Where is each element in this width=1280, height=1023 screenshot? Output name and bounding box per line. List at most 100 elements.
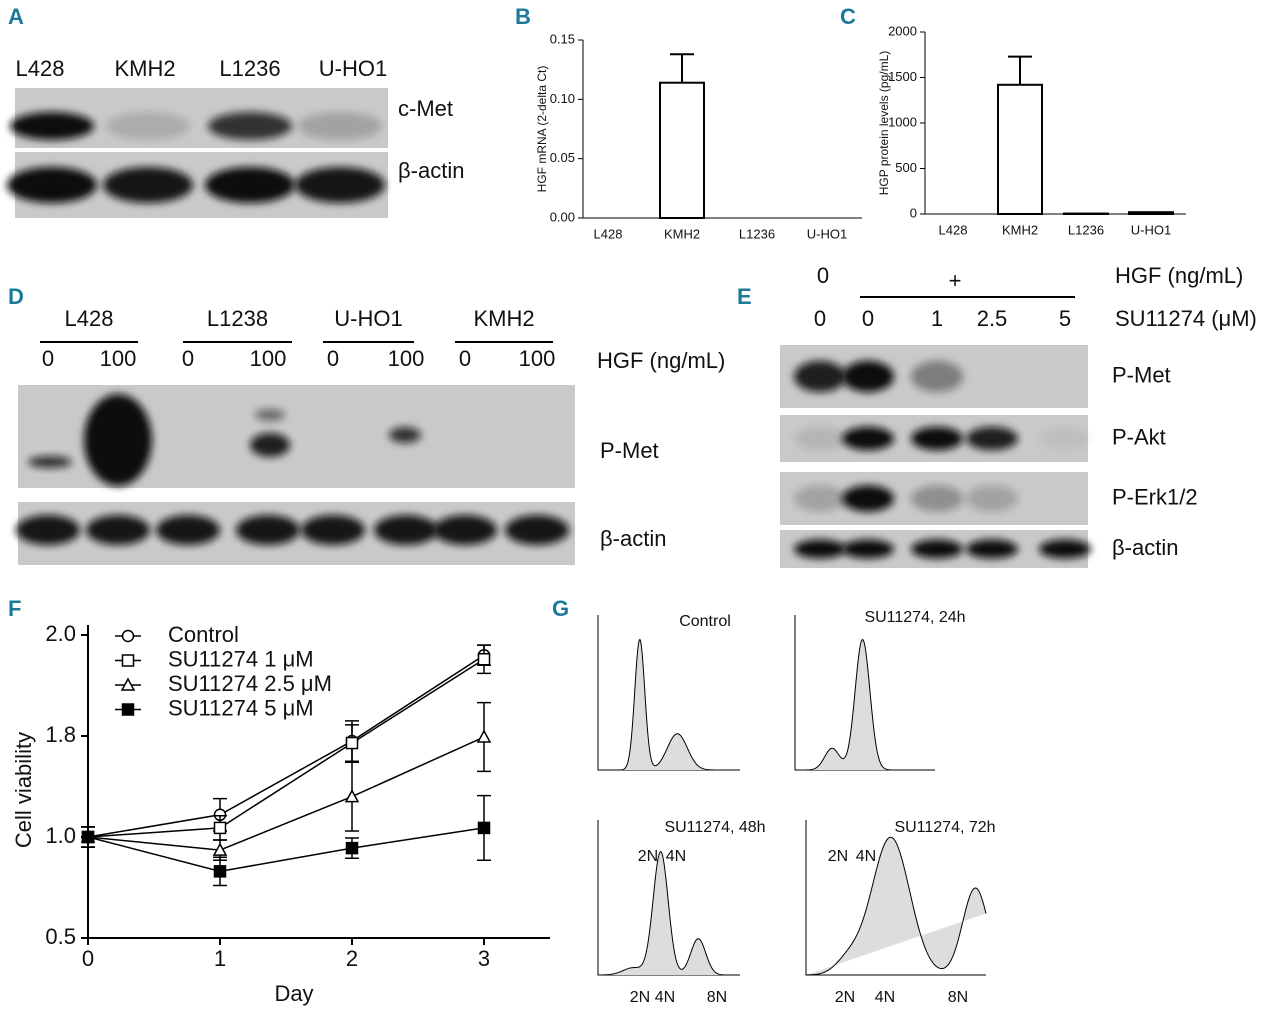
y-tick-label: 0	[910, 205, 917, 220]
panel-label: B	[515, 4, 531, 29]
band	[374, 515, 438, 545]
y-tick-label: 1.0	[45, 823, 76, 848]
band	[794, 485, 846, 512]
bar	[998, 85, 1042, 214]
row-label: P-Met	[600, 438, 659, 463]
x-tick-label: U-HO1	[1131, 222, 1171, 237]
legend-label: Control	[168, 622, 239, 647]
legend-label: SU11274 5 μM	[168, 695, 314, 720]
band	[842, 427, 894, 451]
band	[842, 485, 894, 512]
series-line	[88, 828, 484, 871]
dose-label: 1	[931, 306, 943, 331]
marker	[83, 832, 94, 843]
dose-label: 0	[862, 306, 874, 331]
legend-label: SU11274 2.5 μM	[168, 671, 332, 696]
x-tick-label: 3	[478, 946, 490, 971]
y-axis-label: HGF mRNA (2-delta Ct)	[535, 66, 549, 193]
lane-label: L1236	[219, 56, 280, 81]
row-label: β-actin	[398, 158, 464, 183]
flow-title: SU11274, 72h	[894, 819, 995, 836]
dose-label: 100	[519, 346, 556, 371]
panel-label: F	[8, 596, 21, 621]
flow-title: Control	[679, 613, 731, 630]
marker	[215, 822, 226, 833]
x-tick-label: U-HO1	[807, 226, 847, 241]
band	[298, 112, 382, 140]
marker	[123, 655, 134, 666]
group-label: L1238	[207, 306, 268, 331]
x-tick-label: L1236	[1068, 222, 1104, 237]
band	[255, 409, 285, 421]
marker	[123, 704, 134, 715]
y-tick-label: 1.8	[45, 722, 76, 747]
dose-label: 0	[814, 306, 826, 331]
panel-label: A	[8, 4, 24, 29]
band	[7, 167, 97, 203]
band	[433, 515, 497, 545]
band	[16, 515, 80, 545]
band	[250, 433, 290, 457]
band	[911, 485, 963, 512]
histogram	[795, 640, 935, 770]
x-tick-label: L428	[594, 226, 623, 241]
y-tick-label: 2000	[888, 23, 917, 38]
x-tick-label: L1236	[739, 226, 775, 241]
band	[84, 394, 152, 486]
dose-label: 0	[327, 346, 339, 371]
y-tick-label: 0.10	[550, 91, 575, 106]
x-tick-label: 0	[82, 946, 94, 971]
marker	[478, 731, 490, 742]
band	[208, 112, 292, 140]
band	[966, 427, 1018, 451]
treatment-label: HGF (ng/mL)	[1115, 263, 1243, 288]
band	[1039, 540, 1091, 559]
y-tick-label: 1000	[888, 114, 917, 129]
marker	[347, 843, 358, 854]
hgf-label: 0	[817, 263, 829, 288]
ploidy-label: 2N	[638, 848, 658, 865]
ploidy-label: 4N	[856, 848, 876, 865]
band	[389, 427, 421, 443]
panel-label: E	[737, 284, 752, 309]
lane-label: L428	[16, 56, 65, 81]
panel-label: C	[840, 4, 856, 29]
histogram	[598, 640, 740, 770]
row-label: P-Akt	[1112, 424, 1166, 449]
band	[794, 427, 846, 451]
error-bar	[1008, 57, 1032, 85]
ploidy-label: 4N	[655, 989, 675, 1006]
panel-label: G	[552, 596, 569, 621]
dose-label: 0	[182, 346, 194, 371]
band	[10, 112, 94, 140]
group-label: L428	[65, 306, 114, 331]
band	[106, 112, 190, 140]
y-tick-label: 0.05	[550, 150, 575, 165]
band	[295, 167, 385, 203]
band	[842, 540, 894, 559]
band	[86, 515, 150, 545]
y-tick-label: 0.00	[550, 209, 575, 224]
y-axis-label: Cell viability	[11, 732, 36, 848]
y-tick-label: 2.0	[45, 621, 76, 646]
ploidy-label: 2N	[828, 848, 848, 865]
marker	[347, 738, 358, 749]
x-tick-label: KMH2	[664, 226, 700, 241]
dose-label: 100	[388, 346, 425, 371]
band	[794, 361, 846, 393]
marker	[123, 631, 134, 642]
band	[911, 427, 963, 451]
dose-label: 0	[459, 346, 471, 371]
histogram	[598, 852, 740, 975]
ploidy-label: 8N	[707, 989, 727, 1006]
y-tick-label: 0.5	[45, 924, 76, 949]
marker	[479, 822, 490, 833]
lane-label: KMH2	[114, 56, 175, 81]
bar	[1129, 212, 1173, 214]
band	[842, 361, 894, 393]
y-tick-label: 1500	[888, 69, 917, 84]
ploidy-label: 8N	[948, 989, 968, 1006]
band	[205, 167, 295, 203]
dose-label: 2.5	[977, 306, 1008, 331]
error-bar	[670, 54, 694, 82]
